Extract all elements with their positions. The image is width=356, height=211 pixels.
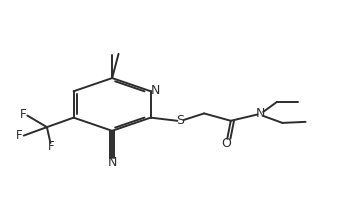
Text: F: F: [16, 130, 23, 142]
Text: N: N: [151, 84, 160, 97]
Text: F: F: [48, 140, 55, 153]
Text: N: N: [108, 156, 117, 169]
Text: O: O: [221, 137, 231, 150]
Text: F: F: [20, 108, 26, 121]
Text: S: S: [176, 114, 184, 127]
Text: N: N: [256, 107, 265, 120]
